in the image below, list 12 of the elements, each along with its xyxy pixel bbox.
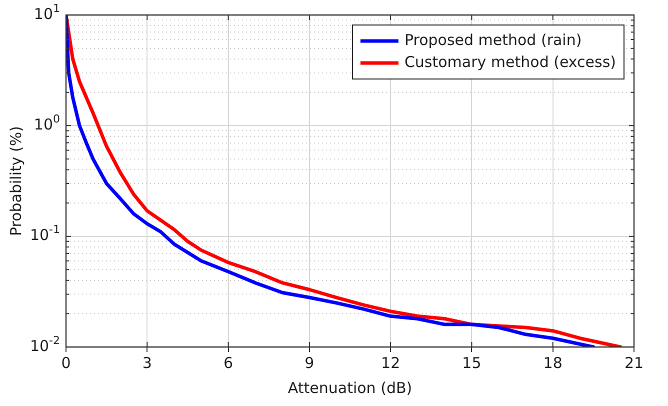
legend-label: Proposed method (rain) xyxy=(404,30,582,49)
x-tick-label: 9 xyxy=(304,354,314,372)
x-tick-label: 18 xyxy=(543,354,562,372)
x-tick-label: 21 xyxy=(624,354,644,372)
x-tick-label: 3 xyxy=(142,354,152,372)
x-axis-title: Attenuation (dB) xyxy=(288,378,412,397)
legend-label: Customary method (excess) xyxy=(404,52,616,71)
x-tick-label: 6 xyxy=(224,354,234,372)
x-tick-label: 0 xyxy=(61,354,71,372)
x-tick-label: 15 xyxy=(462,354,482,372)
x-tick-label: 12 xyxy=(381,354,400,372)
y-axis-title: Probability (%) xyxy=(6,126,25,236)
